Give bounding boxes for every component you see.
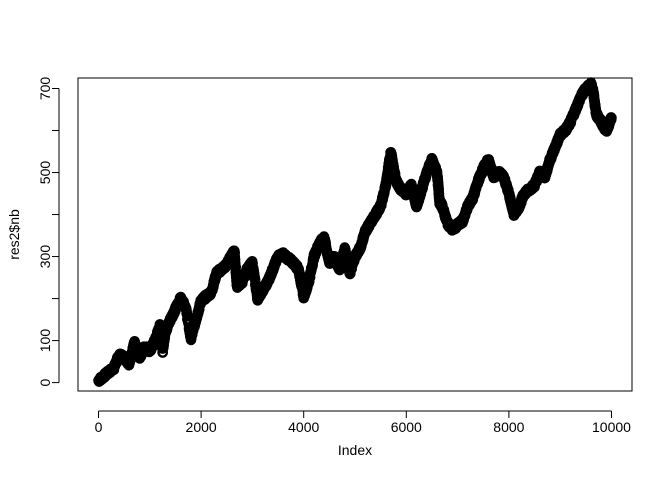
- x-tick-label: 4000: [288, 419, 319, 435]
- y-tick-label: 0: [37, 378, 53, 386]
- data-points: [93, 77, 617, 387]
- y-tick-label: 700: [37, 77, 53, 101]
- x-tick-label: 6000: [391, 419, 422, 435]
- x-axis-title: Index: [338, 442, 372, 458]
- y-tick-label: 500: [37, 161, 53, 185]
- y-tick-label: 300: [37, 245, 53, 269]
- x-axis: 0 2000 4000 6000 8000 10000: [95, 410, 631, 435]
- x-tick-label: 8000: [493, 419, 524, 435]
- x-tick-label: 10000: [592, 419, 631, 435]
- plot-frame: [77, 77, 633, 392]
- x-tick-label: 2000: [186, 419, 217, 435]
- y-axis-title: res2$nb: [6, 209, 22, 260]
- x-tick-label: 0: [95, 419, 103, 435]
- data-point: [606, 112, 617, 124]
- y-axis: 0 100 300 500 700: [37, 77, 60, 386]
- y-tick-label: 100: [37, 329, 53, 353]
